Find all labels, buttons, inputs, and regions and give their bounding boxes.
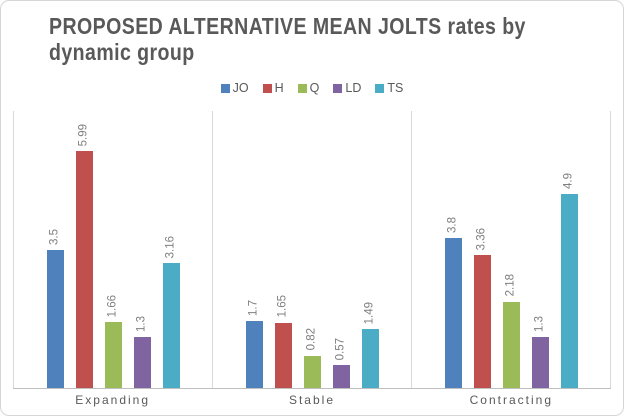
category-label-contracting: Contracting — [469, 393, 553, 407]
bar-h-expanding: 5.99 — [75, 124, 93, 388]
bar-q-contracting: 2.18 — [502, 274, 520, 388]
legend-item-h: H — [262, 81, 284, 95]
bar-ts-contracting: 4.9 — [560, 173, 578, 388]
legend-item-ts: TS — [375, 81, 403, 95]
legend-label: Q — [309, 81, 320, 95]
legend-item-q: Q — [297, 81, 320, 95]
chart-title: PROPOSED ALTERNATIVE MEAN JOLTS rates by… — [49, 13, 526, 66]
bar-h-stable: 1.65 — [274, 295, 292, 388]
bar-data-label: 3.5 — [48, 228, 61, 245]
bar-ld-expanding: 1.3 — [133, 316, 151, 388]
bar-data-label: 2.18 — [504, 274, 517, 297]
bar-jo-expanding: 3.5 — [46, 229, 64, 388]
x-axis-line — [13, 388, 611, 389]
bar-data-label: 1.49 — [363, 301, 376, 325]
bar-h-contracting: 3.36 — [473, 228, 491, 388]
category-panel-expanding: 3.5 5.99 1.66 1.3 3.16 — [14, 111, 213, 388]
bar-data-label: 1.3 — [533, 315, 546, 332]
legend-swatch-icon — [375, 83, 385, 93]
legend-label: H — [274, 81, 284, 95]
category-axis: Expanding Stable Contracting — [13, 393, 611, 407]
bar-data-label: 3.16 — [164, 235, 177, 258]
legend-swatch-icon — [262, 83, 272, 93]
bar-data-label: 0.82 — [305, 328, 318, 351]
bar-jo-contracting: 3.8 — [444, 217, 462, 388]
bar-data-label: 5.99 — [77, 123, 90, 146]
bar-q-expanding: 1.66 — [104, 295, 122, 388]
bar-data-label: 3.8 — [446, 216, 459, 233]
bar-jo-stable: 1.7 — [245, 300, 263, 388]
legend-label: TS — [387, 81, 404, 95]
category-label-stable: Stable — [288, 393, 335, 407]
bar-data-label: 1.66 — [106, 294, 119, 318]
legend-item-ld: LD — [333, 81, 361, 95]
plot-area: 3.5 5.99 1.66 1.3 3.16 1.7 1.65 0.82 0.57 1.49 3.8… — [13, 111, 611, 388]
bar-ts-expanding: 3.16 — [162, 236, 180, 388]
category-panel-stable: 1.7 1.65 0.82 0.57 1.49 — [213, 111, 412, 388]
legend-label: JO — [232, 81, 249, 95]
chart-legend: JO H Q LD TS — [13, 81, 611, 95]
category-panel-contracting: 3.8 3.36 2.18 1.3 4.9 — [412, 111, 611, 388]
legend-swatch-icon — [220, 83, 230, 93]
category-label-expanding: Expanding — [75, 393, 151, 407]
bar-data-label: 0.57 — [334, 338, 347, 361]
legend-swatch-icon — [333, 83, 343, 93]
bar-data-label: 1.65 — [276, 295, 289, 318]
bar-data-label: 1.7 — [247, 299, 260, 316]
bar-data-label: 3.36 — [475, 227, 488, 251]
legend-label: LD — [345, 81, 362, 95]
legend-item-jo: JO — [220, 81, 249, 95]
bar-data-label: 1.3 — [135, 315, 148, 332]
legend-swatch-icon — [297, 83, 307, 93]
bar-q-stable: 0.82 — [303, 328, 321, 388]
bar-ld-contracting: 1.3 — [531, 316, 549, 388]
bar-ld-stable: 0.57 — [332, 338, 350, 388]
bar-data-label: 4.9 — [562, 173, 575, 190]
bar-ts-stable: 1.49 — [361, 302, 379, 388]
